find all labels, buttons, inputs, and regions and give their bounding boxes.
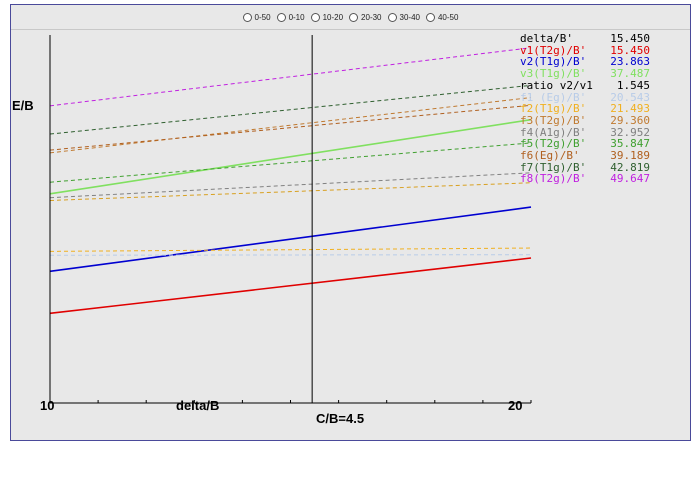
series-line <box>49 257 532 315</box>
range-option-10-20[interactable]: 10-20 <box>310 12 344 22</box>
radio-button[interactable] <box>387 12 397 22</box>
series-line <box>49 182 532 201</box>
radio-button[interactable] <box>310 12 320 22</box>
legend-item-value: 29.360 <box>610 113 650 127</box>
legend-item: v1(T2g)/B' 15.450 <box>520 43 650 57</box>
series-line <box>49 142 532 183</box>
range-option-label: 10-20 <box>322 12 344 22</box>
legend-item-name: v1(T2g)/B' <box>520 43 587 57</box>
range-option-20-30[interactable]: 20-30 <box>349 12 382 22</box>
legend-item-name: f2(T1g)/B' <box>520 102 587 116</box>
legend-item-value: 15.450 <box>610 43 650 57</box>
series-line <box>49 84 532 135</box>
legend-item: f8(T2g)/B' 49.647 <box>520 173 650 185</box>
radio-button[interactable] <box>276 12 286 22</box>
range-option-label: 0-50 <box>254 12 271 22</box>
range-option-40-50[interactable]: 40-50 <box>425 12 459 22</box>
legend-item: f1 (Eg)/B' 20.543 <box>520 90 650 104</box>
legend-item-value: 23.863 <box>610 55 650 69</box>
legend-item: v3(T1g)/B' 37.487 <box>520 68 650 80</box>
x-axis-label: delta/B <box>176 398 220 413</box>
legend-item-value: 39.189 <box>610 149 650 163</box>
legend-item: f3(T2g)/B' 29.360 <box>520 115 650 127</box>
radio-button[interactable] <box>425 12 435 22</box>
legend-item-name: f5(T2g)/B' <box>520 137 587 151</box>
legend-item: v2(T1g)/B' 23.863 <box>520 56 650 68</box>
range-option-0-50[interactable]: 0-50 <box>242 12 271 22</box>
legend-item-name: v2(T1g)/B' <box>520 55 587 69</box>
legend-item: f6(Eg)/B' 39.189 <box>520 150 650 162</box>
x-axis-min-label: 10 <box>40 398 55 413</box>
series-lines <box>49 47 532 315</box>
series-line <box>49 104 532 151</box>
legend-item: f7(T1g)/B' 42.819 <box>520 162 650 174</box>
range-option-label: 30-40 <box>399 12 420 22</box>
legend-item-value: 37.487 <box>610 67 650 81</box>
legend-item-value: 35.847 <box>610 137 650 151</box>
legend-item-value: 20.543 <box>610 90 650 104</box>
series-line <box>49 254 532 256</box>
legend-item-name: ratio v2/v1 <box>520 78 593 92</box>
y-axis-label: E/B <box>12 98 34 113</box>
range-option-label: 40-50 <box>437 12 459 22</box>
legend-item-name: f1 (Eg)/B' <box>520 90 587 104</box>
legend-item-value: 49.647 <box>610 172 650 186</box>
legend: delta/B' 15.450 v1(T2g)/B' 15.450 v2(T1g)/B'… <box>520 33 650 185</box>
range-selector: 0-50 0-10 10-20 20-30 30-40 40-50 <box>11 8 690 26</box>
series-line <box>49 172 532 199</box>
legend-item-name: delta/B' <box>520 32 573 45</box>
cb-ratio-label: C/B=4.5 <box>316 411 365 426</box>
range-option-label: 20-30 <box>361 12 382 22</box>
radio-button[interactable] <box>349 12 359 22</box>
range-option-0-10[interactable]: 0-10 <box>276 12 305 22</box>
legend-item-value: 15.450 <box>610 32 650 45</box>
legend-item-value: 1.545 <box>616 78 650 92</box>
legend-item-name: f7(T1g)/B' <box>520 160 587 174</box>
legend-item-value: 42.819 <box>610 160 650 174</box>
series-line <box>49 97 532 154</box>
series-line <box>49 118 532 195</box>
x-axis-max-label: 20 <box>508 398 523 413</box>
legend-item-name: v3(T1g)/B' <box>520 67 587 81</box>
legend-item-name: f4(A1g)/B' <box>520 125 587 139</box>
divider <box>11 29 690 30</box>
range-option-30-40[interactable]: 30-40 <box>387 12 420 22</box>
range-option-label: 0-10 <box>288 12 305 22</box>
legend-item: f5(T2g)/B' 35.847 <box>520 138 650 150</box>
legend-item-value: 32.952 <box>610 125 650 139</box>
series-line <box>49 247 532 252</box>
legend-item: f4(A1g)/B' 32.952 <box>520 125 650 139</box>
legend-item: f2(T1g)/B' 21.493 <box>520 103 650 115</box>
legend-item-name: f6(Eg)/B' <box>520 149 580 163</box>
legend-item: ratio v2/v1 1.545 <box>520 80 650 92</box>
legend-item-name: f3(T2g)/B' <box>520 113 587 127</box>
series-line <box>49 206 532 273</box>
applet-panel: 0-50 0-10 10-20 20-30 30-40 40-50 <box>10 4 691 441</box>
series-line <box>49 47 532 107</box>
legend-item-value: 21.493 <box>610 102 650 116</box>
legend-item-name: f8(T2g)/B' <box>520 172 587 186</box>
radio-button[interactable] <box>242 12 252 22</box>
legend-item: delta/B' 15.450 <box>520 33 650 45</box>
